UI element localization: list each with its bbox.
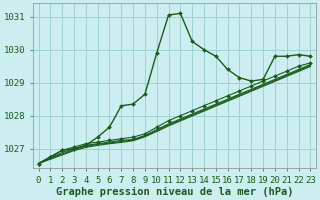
X-axis label: Graphe pression niveau de la mer (hPa): Graphe pression niveau de la mer (hPa) xyxy=(56,186,293,197)
